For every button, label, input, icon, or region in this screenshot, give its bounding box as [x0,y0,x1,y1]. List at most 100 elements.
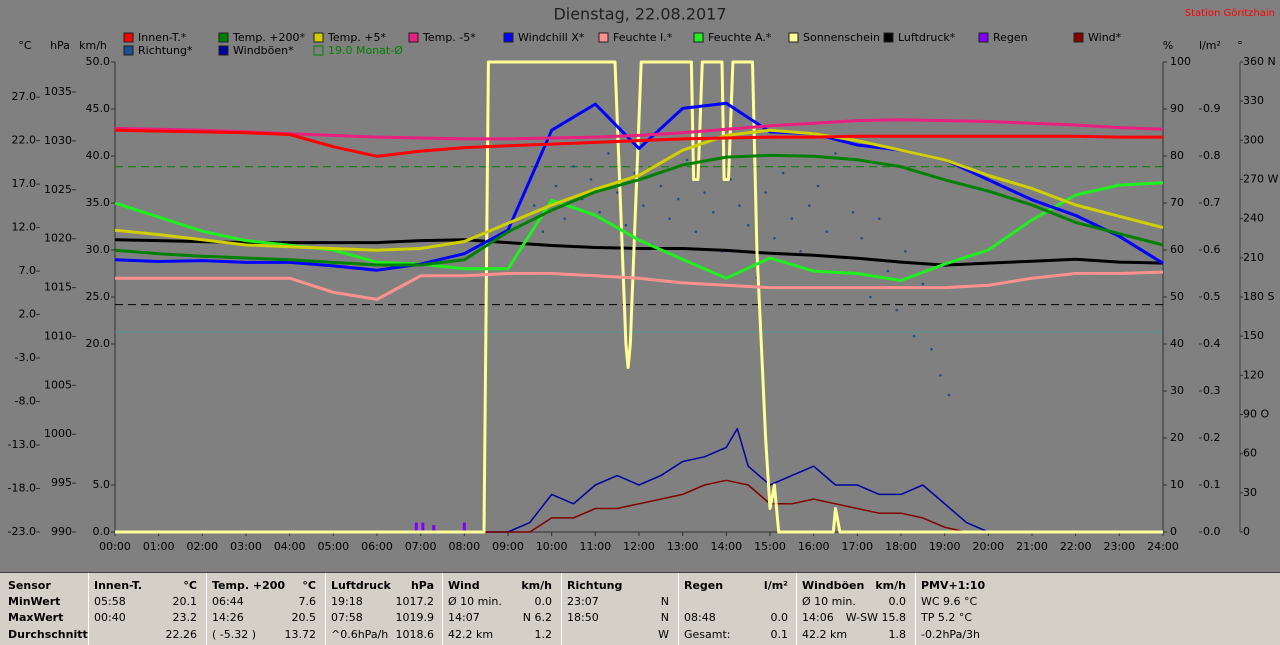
table-cell: 20.1 [172,595,198,608]
y-tick-label: 90 O [1243,408,1269,421]
series-line [114,128,1163,158]
rain-bar [432,524,436,532]
table-cell: Ø 10 min. [802,595,856,608]
table-cell: 19:18 [331,595,363,608]
x-tick-label: 24:00 [1147,540,1179,553]
table-cell: ^0.6hPa/h [331,628,389,641]
table-cell: N [660,611,669,624]
x-tick-label: 18:00 [885,540,917,553]
x-tick-label: 00:00 [99,540,131,553]
y-tick-label: 0.9 [1203,102,1221,115]
legend-label-swatch [218,45,229,56]
column-separator [678,573,679,645]
table-cell: 0.0 [770,611,789,624]
table-cell: Sensor [8,579,51,592]
table-cell: MinWert [8,595,61,608]
direction-dot [607,152,610,155]
axis-title: hPa [50,39,70,52]
direction-dot [572,165,575,168]
table-cell: 13.72 [284,628,317,641]
legend-label-swatch [883,32,894,43]
y-tick-label: 10 [1170,478,1184,491]
direction-dot [816,184,820,188]
column-separator [206,573,207,645]
y-tick-label: 30.0 [86,243,111,256]
x-tick-label: 20:00 [972,540,1004,553]
table-cell: Gesamt: [684,628,731,641]
y-tick-label: 0.6 [1203,243,1221,256]
direction-dot [947,393,951,397]
legend-label: Feuchte A.* [708,31,772,44]
y-tick-label: -8.0 [15,395,36,408]
x-tick-label: 23:00 [1103,540,1135,553]
x-tick-label: 04:00 [274,540,306,553]
y-tick-label: 0.0 [1203,525,1221,538]
direction-dot [912,334,916,338]
y-tick-label: 5.0 [93,478,111,491]
column-separator [561,573,562,645]
direction-dot [532,204,536,207]
table-cell: TP 5.2 °C [921,611,973,624]
table-cell: l/m² [763,579,788,592]
y-tick-label: 30 [1243,486,1257,499]
table-cell: Innen-T. [94,579,143,592]
y-tick-label: 0.0 [93,525,111,538]
x-tick-label: 02:00 [186,540,218,553]
x-tick-label: 19:00 [929,540,961,553]
direction-dot [773,236,776,240]
direction-dot [799,250,802,253]
series-line [114,238,1164,267]
chart-title: Dienstag, 22.08.2017 [553,5,726,24]
y-tick-label: 1035 [44,85,72,98]
y-tick-label: 0.4 [1203,337,1221,350]
table-cell: -0.2hPa/3h [921,628,980,641]
column-separator [915,573,916,645]
legend-label-swatch [598,32,609,43]
legend-label: Innen-T.* [138,31,187,44]
station-name: Station Göritzhain [1185,8,1275,19]
y-tick-label: 180 S [1243,290,1274,303]
table-cell: 0.1 [770,628,789,641]
direction-dot [869,295,872,299]
table-cell: Richtung [567,579,623,592]
column-separator [796,573,797,645]
direction-dot [851,210,855,214]
table-cell: 42.2 km [448,628,494,641]
legend-label-swatch [1073,32,1084,43]
table-cell: 1.2 [534,628,553,641]
x-tick-label: 01:00 [143,540,175,553]
table-cell: MaxWert [8,611,64,624]
y-tick-label: 27.0 [12,90,37,103]
axis-title: °C [18,39,32,52]
table-cell: hPa [410,579,434,592]
y-tick-label: 35.0 [86,196,111,209]
y-tick-label: 1020 [44,232,72,245]
direction-dot [703,191,706,194]
x-tick-label: 03:00 [230,540,262,553]
legend-label: Windchill X* [518,31,585,44]
table-cell: °C [302,579,316,592]
table-cell: 22.26 [165,628,198,641]
y-tick-label: 0.8 [1203,149,1221,162]
column-separator [325,573,326,645]
table-cell: 1018.6 [395,628,435,641]
y-tick-label: 1025 [44,183,72,196]
direction-dot [615,191,619,194]
y-tick-label: 0.7 [1203,196,1221,209]
rain-bar [414,522,418,532]
table-cell: km/h [875,579,906,592]
legend-label-swatch [693,32,704,43]
axis-title: km/h [79,39,107,52]
legend-label-swatch [218,32,229,43]
y-tick-label: 120 [1243,368,1264,381]
y-tick-label: 80 [1170,149,1184,162]
legend-label: Wind* [1088,31,1122,44]
legend-label: Richtung* [138,44,193,57]
direction-dot [904,250,907,253]
x-tick-label: 21:00 [1016,540,1048,553]
y-tick-label: 1015 [44,281,72,294]
y-tick-label: 40 [1170,337,1184,350]
y-tick-label: 990 [51,525,72,538]
direction-dot [746,223,750,227]
